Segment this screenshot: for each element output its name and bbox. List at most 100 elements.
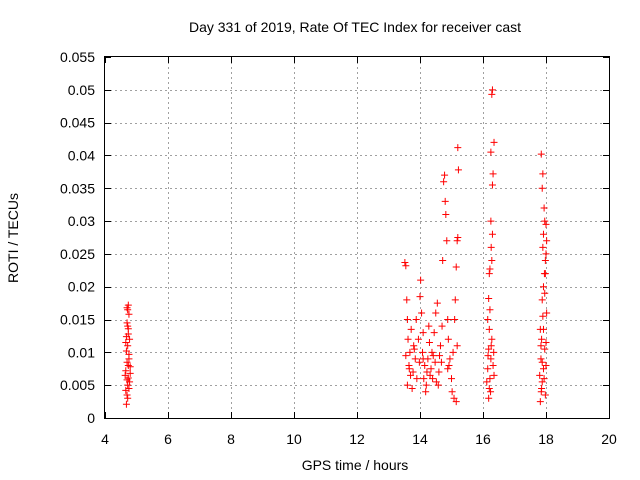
data-point (537, 150, 545, 158)
data-point (454, 166, 462, 174)
data-point (124, 330, 132, 338)
data-point (488, 90, 496, 98)
data-point (423, 368, 431, 376)
data-point (420, 375, 428, 383)
data-point (541, 391, 549, 399)
data-point (484, 365, 492, 373)
data-point (539, 170, 547, 178)
grid (105, 57, 609, 418)
data-point (124, 394, 132, 402)
data-point (539, 325, 547, 333)
x-tick-label: 14 (412, 431, 428, 447)
data-point (410, 345, 418, 353)
data-point (440, 178, 448, 186)
data-point (542, 361, 550, 369)
data-point (448, 388, 456, 396)
data-point (126, 335, 134, 343)
data-point (538, 335, 546, 343)
x-tick-label: 8 (227, 431, 235, 447)
data-point (409, 368, 417, 376)
data-point (485, 295, 493, 303)
y-tick-label: 0 (87, 410, 95, 426)
data-point (126, 363, 134, 371)
x-tick-label: 20 (601, 431, 617, 447)
y-tick-label: 0.02 (68, 279, 95, 295)
data-point (541, 345, 549, 353)
data-point (123, 391, 131, 399)
data-point (488, 335, 496, 343)
data-point (437, 358, 445, 366)
data-point (401, 258, 409, 266)
data-point (121, 371, 129, 379)
data-point (429, 352, 437, 360)
data-point (488, 230, 496, 238)
data-point (536, 398, 544, 406)
data-point (408, 384, 416, 392)
x-axis-label: GPS time / hours (302, 457, 409, 473)
data-point (539, 283, 547, 291)
data-point (486, 306, 494, 314)
data-point (488, 256, 496, 264)
x-tick-label: 18 (538, 431, 554, 447)
data-point (485, 384, 493, 392)
data-point (436, 342, 444, 350)
data-point (404, 335, 412, 343)
y-tick-label: 0.055 (60, 49, 95, 65)
y-tick-label: 0.035 (60, 180, 95, 196)
data-point (452, 263, 460, 271)
data-point (538, 378, 546, 386)
data-point (453, 342, 461, 350)
data-point (126, 369, 134, 377)
plot-frame (104, 56, 610, 419)
data-point (433, 299, 441, 307)
y-tick-label: 0.05 (68, 82, 95, 98)
data-point (540, 375, 548, 383)
data-point (417, 276, 425, 284)
data-point (123, 304, 131, 312)
data-point (124, 361, 132, 369)
data-point (442, 211, 450, 219)
data-point (407, 325, 415, 333)
data-point (538, 184, 546, 192)
data-point (403, 381, 411, 389)
data-point (434, 381, 442, 389)
data-point (403, 316, 411, 324)
data-point (414, 335, 422, 343)
data-point (490, 138, 498, 146)
data-point (427, 365, 435, 373)
data-point (446, 355, 454, 363)
data-point (539, 230, 547, 238)
data-point (419, 329, 427, 337)
data-point (428, 348, 436, 356)
y-tick-label: 0.04 (68, 147, 95, 163)
data-point (484, 316, 492, 324)
data-point (412, 316, 420, 324)
data-point (402, 262, 410, 270)
x-tick-label: 12 (349, 431, 365, 447)
y-tick-label: 0.045 (60, 115, 95, 131)
y-tick-label: 0.01 (68, 344, 95, 360)
data-point (416, 293, 424, 301)
data-point (443, 237, 451, 245)
data-point (123, 358, 131, 366)
y-tick-label: 0.025 (60, 246, 95, 262)
data-point (487, 342, 495, 350)
data-point (454, 144, 462, 152)
chart-title: Day 331 of 2019, Rate Of TEC Index for r… (189, 19, 521, 35)
data-point (410, 342, 418, 350)
data-point (415, 358, 423, 366)
y-tick-label: 0.015 (60, 312, 95, 328)
data-point (402, 352, 410, 360)
data-point (124, 381, 132, 389)
data-point (540, 204, 548, 212)
data-point (542, 220, 550, 228)
data-point (419, 355, 427, 363)
data-point (489, 170, 497, 178)
data-point (542, 339, 550, 347)
data-point (487, 355, 495, 363)
data-point (444, 335, 452, 343)
data-point (486, 265, 494, 273)
data-point (439, 256, 447, 264)
data-point (451, 296, 459, 304)
